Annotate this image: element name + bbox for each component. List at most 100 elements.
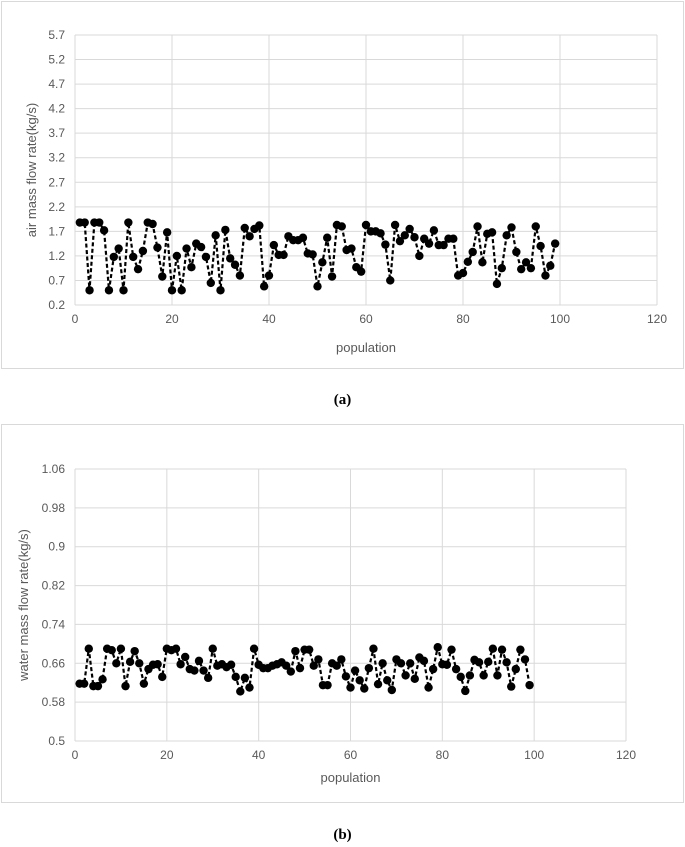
chart-b-x-tick-label: 120: [616, 748, 636, 762]
chart-b-data-point: [516, 645, 525, 654]
chart-a-data-point: [507, 223, 516, 232]
chart-a-y-axis-title: air mass flow rate(kg/s): [24, 103, 39, 237]
chart-a-x-tick-label: 60: [359, 312, 373, 326]
chart-b-data-point: [369, 644, 378, 653]
chart-a-y-tick-label: 5.7: [48, 28, 65, 42]
chart-a-data-point: [148, 219, 157, 229]
chart-a-data-point: [337, 222, 346, 231]
chart-b-data-point: [373, 679, 383, 689]
chart-b-data-point: [447, 645, 456, 654]
chart-b-data-point: [208, 644, 217, 653]
chart-b-y-tick-label: 1.06: [42, 462, 66, 476]
chart-b-data-point: [364, 663, 374, 673]
chart-a-y-tick-label: 1.7: [48, 224, 65, 238]
chart-b-data-point: [410, 674, 419, 684]
chart-a-data-point: [439, 240, 448, 250]
chart-a-data-point: [381, 240, 390, 249]
chart-a-data-point: [85, 286, 94, 295]
chart-b-data-point: [203, 673, 213, 683]
chart-a-data-point: [196, 242, 206, 252]
chart-b-y-tick-label: 0.58: [42, 695, 66, 709]
chart-b-data-point: [474, 658, 484, 667]
chart-a-y-tick-label: 5.2: [48, 53, 65, 67]
chart-a-data-point: [240, 223, 249, 233]
chart-a-data-point: [395, 236, 405, 246]
chart-b-data-point: [465, 671, 475, 680]
chart-a-data-point: [279, 250, 288, 260]
chart-a-data-point: [463, 257, 473, 266]
chart-a-panel: 0.2 0.7 1.2 1.7 2.2 2.7 3.2 3.7 4.2 4.7 5.2 5.7 0 20 4…: [1, 1, 684, 369]
chart-b-data-point: [304, 645, 314, 654]
chart-a-data-point: [517, 264, 526, 274]
chart-b-data-point: [332, 661, 341, 670]
chart-b-data-point: [121, 681, 130, 691]
chart-b-data-point: [419, 656, 429, 666]
chart-a-data-point: [478, 258, 487, 267]
chart-a-data-point: [468, 247, 477, 257]
chart-b-data-point: [194, 656, 204, 666]
chart-a-data-point: [182, 244, 191, 253]
chart-a-data-point: [187, 263, 196, 272]
chart-a-svg: 0.2 0.7 1.2 1.7 2.2 2.7 3.2 3.7 4.2 4.7 5.2 5.7 0 20 4…: [24, 28, 667, 355]
chart-b-data-point: [314, 655, 323, 664]
chart-b-data-point: [125, 657, 135, 667]
chart-a-data-point: [245, 232, 254, 241]
chart-b-x-tick-label: 80: [436, 748, 450, 762]
chart-a-data-point: [347, 244, 356, 253]
chart-a-x-tick-label: 20: [165, 312, 179, 326]
chart-a-data-point: [405, 224, 414, 234]
chart-a-data-point: [410, 233, 419, 242]
chart-a-y-tick-label: 0.7: [48, 273, 65, 287]
chart-a-data-point: [211, 231, 220, 240]
chart-a-data-point: [487, 228, 497, 237]
chart-b-data-point: [442, 660, 452, 669]
chart-b-x-tick-label: 100: [524, 748, 544, 762]
chart-a-data-point: [536, 241, 545, 251]
chart-b-data-point: [461, 686, 470, 696]
chart-b-x-tick-label: 40: [252, 748, 266, 762]
chart-a-data-point: [226, 254, 235, 263]
chart-b-data-point: [484, 657, 493, 667]
chart-b-data-point: [130, 646, 139, 656]
chart-b-y-axis-title: water mass flow rate(kg/s): [16, 529, 31, 682]
chart-b-data-point: [139, 679, 149, 688]
chart-a-data-point: [206, 278, 215, 288]
chart-b-data-point: [158, 672, 167, 682]
chart-a-data-point: [298, 233, 308, 242]
chart-b-data-point: [525, 680, 534, 690]
chart-a-data-point: [361, 220, 371, 230]
chart-a-data-point: [313, 282, 322, 291]
chart-b-data-point: [405, 659, 415, 668]
chart-a-data-point: [429, 226, 439, 235]
chart-b-data-point: [451, 664, 461, 674]
chart-b-y-tick-label: 0.66: [42, 656, 66, 670]
chart-a-data-point: [216, 286, 225, 295]
chart-a-data-point: [158, 272, 167, 281]
chart-b-x-axis-title: population: [321, 770, 381, 785]
chart-a-data-point: [201, 252, 211, 262]
chart-a-data-point: [80, 218, 89, 227]
chart-a-x-tick-label: 0: [72, 312, 79, 326]
chart-a-y-tick-label: 3.2: [48, 151, 65, 165]
chart-b-data-point: [282, 661, 291, 670]
chart-a-x-tick-label: 40: [262, 312, 276, 326]
chart-a-data-point: [221, 225, 230, 235]
chart-a-data-point: [109, 252, 119, 262]
chart-b-data-point: [93, 681, 103, 691]
chart-b-data-point: [507, 682, 516, 691]
chart-b-data-point: [135, 659, 144, 668]
chart-b-data-point: [176, 660, 185, 669]
chart-a-x-tick-label: 80: [456, 312, 470, 326]
chart-a-data-point: [424, 239, 434, 248]
chart-b-data-point: [323, 680, 332, 690]
chart-a-data-point: [473, 222, 482, 231]
chart-b-data-point: [433, 643, 442, 652]
chart-a-data-point: [99, 226, 109, 235]
chart-b-data-point: [350, 666, 360, 675]
chart-b-data-point: [112, 659, 121, 668]
chart-b-data-point: [493, 671, 502, 680]
chart-a-data-point: [114, 244, 123, 253]
chart-a-data-point: [386, 276, 395, 285]
chart-b-data-point: [231, 672, 240, 682]
chart-b-y-tick-label: 0.74: [42, 617, 66, 631]
